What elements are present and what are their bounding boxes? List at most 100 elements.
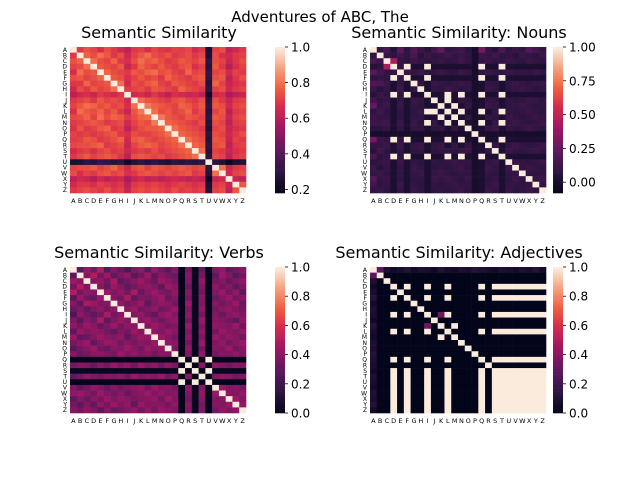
- heatmap-cell: [498, 86, 506, 93]
- colorbar-segment: [553, 378, 563, 382]
- heatmap-cell: [444, 47, 452, 53]
- colorbar-segment: [553, 100, 563, 104]
- heatmap-cell: [417, 159, 425, 166]
- heatmap-cell: [205, 142, 213, 149]
- heatmap-cell: [430, 181, 438, 188]
- heatmap-cell: [410, 125, 418, 132]
- colorbar-segment: [553, 310, 563, 314]
- heatmap-cell: [444, 340, 452, 346]
- heatmap-cell: [444, 289, 452, 296]
- heatmap-cell: [458, 97, 466, 104]
- heatmap-cell: [110, 317, 118, 324]
- heatmap-cell: [485, 283, 493, 290]
- heatmap-cell: [403, 114, 411, 121]
- y-tick-label: L: [64, 109, 68, 116]
- heatmap-cell: [444, 52, 452, 59]
- colorbar-segment: [553, 361, 563, 365]
- heatmap-cell: [70, 317, 78, 324]
- heatmap-cell: [185, 401, 193, 408]
- heatmap-cell: [397, 384, 405, 391]
- heatmap-cell: [444, 63, 452, 70]
- y-tick-label: I: [65, 92, 67, 99]
- heatmap-cell: [444, 159, 452, 166]
- colorbar-segment: [553, 73, 563, 77]
- heatmap-cell: [185, 283, 193, 290]
- heatmap-cell: [205, 181, 213, 188]
- heatmap-cell: [137, 125, 145, 132]
- heatmap-cell: [539, 311, 547, 318]
- y-tick-label: V: [363, 385, 368, 392]
- heatmap-cell: [103, 120, 111, 126]
- heatmap-cell: [451, 86, 459, 93]
- heatmap-cell: [158, 75, 166, 81]
- heatmap-cell: [103, 75, 111, 81]
- colorbar-segment: [553, 271, 563, 275]
- heatmap-cell: [403, 69, 411, 76]
- heatmap-cell: [83, 176, 91, 183]
- heatmap-cell: [164, 278, 172, 285]
- heatmap-cell: [532, 283, 540, 290]
- colorbar-segment: [275, 132, 285, 135]
- heatmap-cell: [232, 272, 240, 279]
- heatmap-cell: [144, 108, 152, 115]
- heatmap-cell: [90, 187, 98, 194]
- heatmap-cell: [232, 63, 240, 70]
- heatmap-cell: [458, 283, 466, 290]
- heatmap-cell: [130, 356, 138, 363]
- heatmap-cell: [239, 148, 247, 154]
- heatmap-cell: [90, 384, 98, 391]
- heatmap-cell: [451, 317, 459, 324]
- heatmap-cell: [518, 379, 526, 386]
- heatmap-cell: [124, 47, 132, 53]
- heatmap-cell: [464, 120, 472, 126]
- heatmap-cell: [83, 373, 91, 380]
- heatmap-cell: [76, 368, 84, 374]
- heatmap-cell: [171, 86, 179, 93]
- heatmap-cell: [383, 295, 391, 301]
- heatmap-cell: [117, 75, 125, 81]
- x-tick-label: T: [199, 197, 204, 205]
- heatmap-cell: [124, 63, 132, 70]
- colorbar-tick-label: 0.2: [291, 183, 310, 197]
- colorbar-segment: [275, 163, 285, 167]
- heatmap-cell: [171, 114, 179, 121]
- heatmap-cell: [212, 47, 220, 53]
- heatmap-cell: [383, 278, 391, 285]
- heatmap-cell: [218, 103, 226, 110]
- heatmap-cell: [218, 108, 226, 115]
- heatmap-cell: [424, 278, 432, 285]
- heatmap-cell: [451, 136, 459, 143]
- heatmap-cell: [498, 69, 506, 76]
- heatmap-cell: [232, 390, 240, 397]
- heatmap-cell: [239, 345, 247, 352]
- heatmap-cell: [437, 142, 445, 149]
- heatmap-cell: [164, 159, 172, 166]
- heatmap-cell: [137, 142, 145, 149]
- heatmap-cell: [437, 75, 445, 81]
- heatmap-cell: [90, 283, 98, 290]
- heatmap-cell: [437, 334, 445, 341]
- heatmap-cell: [205, 295, 213, 301]
- heatmap-cell: [178, 75, 186, 81]
- x-tick-label: W: [519, 417, 526, 425]
- heatmap-cell: [178, 170, 186, 177]
- heatmap-cell: [444, 142, 452, 149]
- heatmap-cell: [478, 91, 486, 98]
- heatmap-cell: [390, 283, 398, 290]
- heatmap-cell: [158, 351, 166, 358]
- heatmap-cell: [164, 63, 172, 70]
- heatmap-cell: [178, 159, 186, 166]
- heatmap-cell: [110, 114, 118, 121]
- heatmap-cell: [471, 300, 479, 307]
- heatmap-cell: [76, 187, 84, 194]
- heatmap-cell: [117, 153, 125, 160]
- heatmap-cell: [376, 148, 384, 154]
- heatmap-cell: [430, 401, 438, 408]
- heatmap-cell: [90, 328, 98, 335]
- heatmap-cell: [451, 340, 459, 346]
- heatmap-cell: [464, 142, 472, 149]
- heatmap-cell: [390, 153, 398, 160]
- colorbar-segment: [275, 102, 285, 106]
- heatmap-cell: [164, 91, 172, 98]
- heatmap-cell: [464, 125, 472, 132]
